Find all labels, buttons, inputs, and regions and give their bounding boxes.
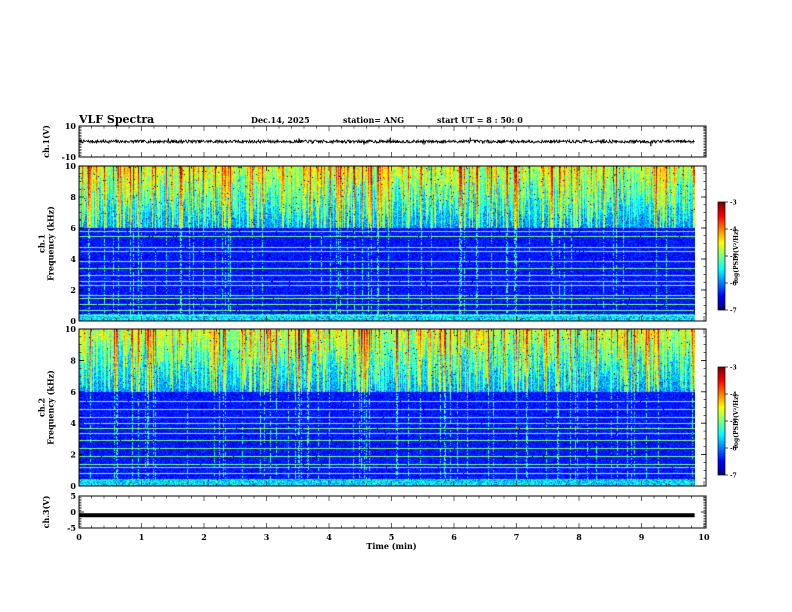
ch3-waveform-ylabel: ch.3(V) — [41, 495, 51, 528]
ch2-spectrogram-ytick-label: 10 — [65, 324, 77, 334]
start-time-label: start UT = 8 : 50: 0 — [437, 115, 523, 125]
ch1-spectrogram-ytick-label: 0 — [70, 316, 76, 326]
ch1-spectrogram-ytick-label: 6 — [70, 223, 76, 233]
ch1-spectrogram-ylabel: ch.1 — [37, 234, 47, 253]
ch1-waveform-ytick-label: -10 — [62, 152, 77, 162]
ch3-waveform-ytick-label: 5 — [70, 491, 76, 501]
ch1-spectrogram-image — [79, 166, 695, 321]
x-tick-label: 8 — [576, 532, 582, 542]
ch3-waveform-frame — [78, 495, 707, 529]
ch2-spectrogram-image — [79, 329, 695, 486]
ch3-waveform-ytick-label: -5 — [67, 523, 76, 533]
colorbar-2-tick-label: -7 — [730, 473, 737, 480]
x-tick-label: 3 — [264, 532, 270, 542]
ch1-waveform-trace — [78, 138, 695, 145]
colorbar-2-tick-label: -4 — [730, 392, 737, 399]
colorbar-2 — [718, 367, 725, 475]
ch3-waveform-ytick-label: 0 — [70, 507, 76, 517]
colorbar-1-tick-label: -7 — [730, 308, 737, 315]
ch1-waveform-ylabel: ch.1(V) — [41, 125, 51, 158]
colorbar-2-tick-label: -3 — [730, 365, 737, 372]
station-label: station= ANG — [343, 115, 405, 125]
colorbar-1 — [718, 202, 725, 310]
colorbar-1-tick-label: -4 — [730, 227, 737, 234]
date-label: Dec.14, 2025 — [251, 115, 310, 125]
ch1-spectrogram-ytick-label: 8 — [70, 192, 76, 202]
x-tick-label: 1 — [139, 532, 145, 542]
ch1-spectrogram-ytick-label: 2 — [70, 285, 76, 295]
x-tick-label: 2 — [201, 532, 207, 542]
x-tick-label: 7 — [514, 532, 520, 542]
colorbar-2-tick-label: -5 — [730, 419, 737, 426]
ch1-waveform-ytick-label: 10 — [65, 121, 77, 131]
x-axis-label: Time (min) — [366, 541, 416, 551]
ch2-spectrogram-ylabel: Frequency (kHz) — [46, 370, 56, 445]
ch2-spectrogram-ylabel: ch.2 — [37, 398, 47, 417]
ch1-spectrogram-ytick-label: 4 — [70, 254, 76, 264]
ch2-spectrogram-ytick-label: 0 — [70, 481, 76, 491]
x-tick-label: 9 — [639, 532, 645, 542]
ch1-spectrogram-ytick-label: 10 — [65, 161, 77, 171]
colorbar-1-label: log(PSD)(V²/Hz) — [733, 229, 740, 284]
colorbar-1-tick-label: -5 — [730, 254, 737, 261]
colorbar-1-tick-label: -6 — [730, 281, 737, 288]
ch2-spectrogram-ytick-label: 2 — [70, 450, 76, 460]
x-tick-label: 6 — [451, 532, 457, 542]
ch1-spectrogram-ylabel: Frequency (kHz) — [46, 206, 56, 281]
colorbar-2-label: log(PSD)(V²/Hz) — [733, 394, 740, 449]
x-tick-label: 10 — [698, 532, 710, 542]
ch2-spectrogram-ytick-label: 8 — [70, 355, 76, 365]
x-tick-label: 4 — [326, 532, 332, 542]
ch2-spectrogram-ytick-label: 6 — [70, 387, 76, 397]
ch2-spectrogram-ytick-label: 4 — [70, 418, 76, 428]
colorbar-2-tick-label: -6 — [730, 446, 737, 453]
x-tick-label: 5 — [389, 532, 395, 542]
chart-title: VLF Spectra — [79, 113, 155, 126]
x-tick-label: 0 — [76, 532, 82, 542]
colorbar-1-tick-label: -3 — [730, 200, 737, 207]
